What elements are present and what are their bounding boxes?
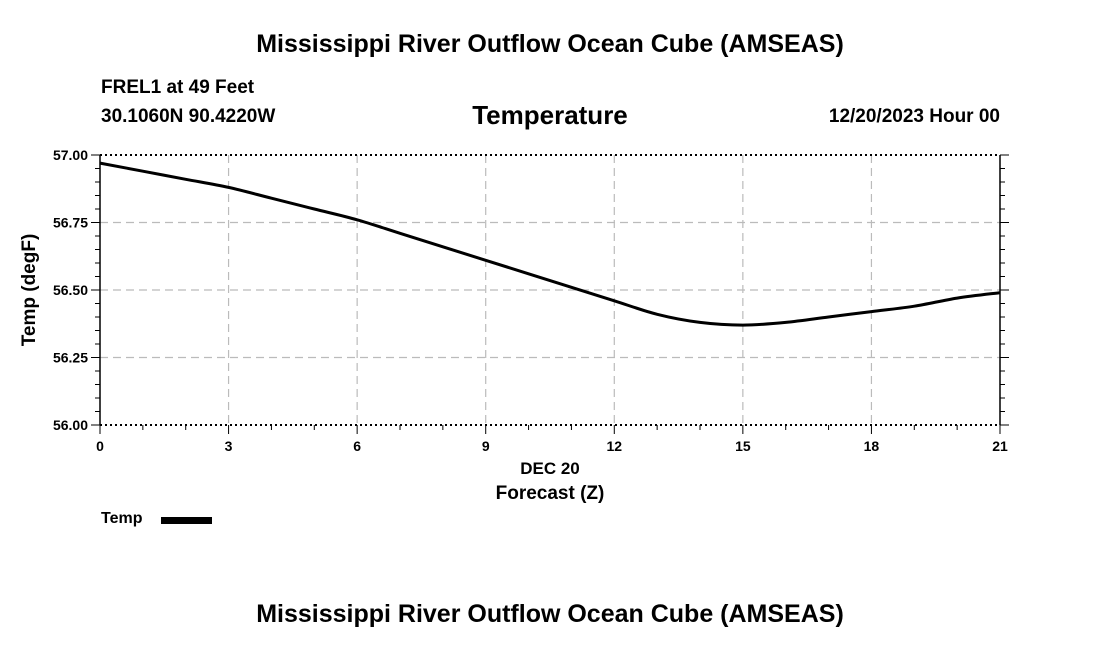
legend-swatch — [161, 517, 212, 524]
x-tick-label: 3 — [225, 438, 233, 454]
x-tick-label: 21 — [992, 438, 1008, 454]
x-axis-label: Forecast (Z) — [495, 483, 605, 504]
x-axis-date-label: DEC 20 — [520, 459, 580, 478]
chart-subtitle: Temperature — [472, 100, 628, 130]
y-tick-label: 56.75 — [53, 215, 88, 231]
y-axis-label: Temp (degF) — [19, 234, 40, 347]
forecast-datetime: 12/20/2023 Hour 00 — [828, 106, 1000, 127]
x-tick-label: 12 — [606, 438, 622, 454]
chart-title: Mississippi River Outflow Ocean Cube (AM… — [256, 30, 844, 58]
x-tick-label: 9 — [482, 438, 490, 454]
y-tick-label: 56.50 — [53, 282, 88, 298]
legend-label: Temp — [101, 510, 143, 527]
station-label: FREL1 at 49 Feet — [101, 77, 255, 98]
series-layer — [99, 161, 1001, 327]
coordinates-label: 30.1060N 90.4220W — [101, 106, 276, 127]
x-tick-label: 15 — [735, 438, 751, 454]
footer-title: Mississippi River Outflow Ocean Cube (AM… — [256, 600, 844, 628]
axes: 56.00 56.25 56.50 56.75 57.00 0 3 6 9 12 15 18 21 — [53, 147, 1009, 454]
y-tick-label: 57.00 — [53, 147, 88, 163]
x-tick-label: 0 — [96, 438, 104, 454]
series-line-temp — [99, 161, 1001, 327]
x-tick-label: 18 — [864, 438, 880, 454]
x-tick-label: 6 — [353, 438, 361, 454]
y-tick-label: 56.00 — [53, 417, 88, 433]
y-tick-label: 56.25 — [53, 350, 88, 366]
grid — [100, 155, 1000, 425]
